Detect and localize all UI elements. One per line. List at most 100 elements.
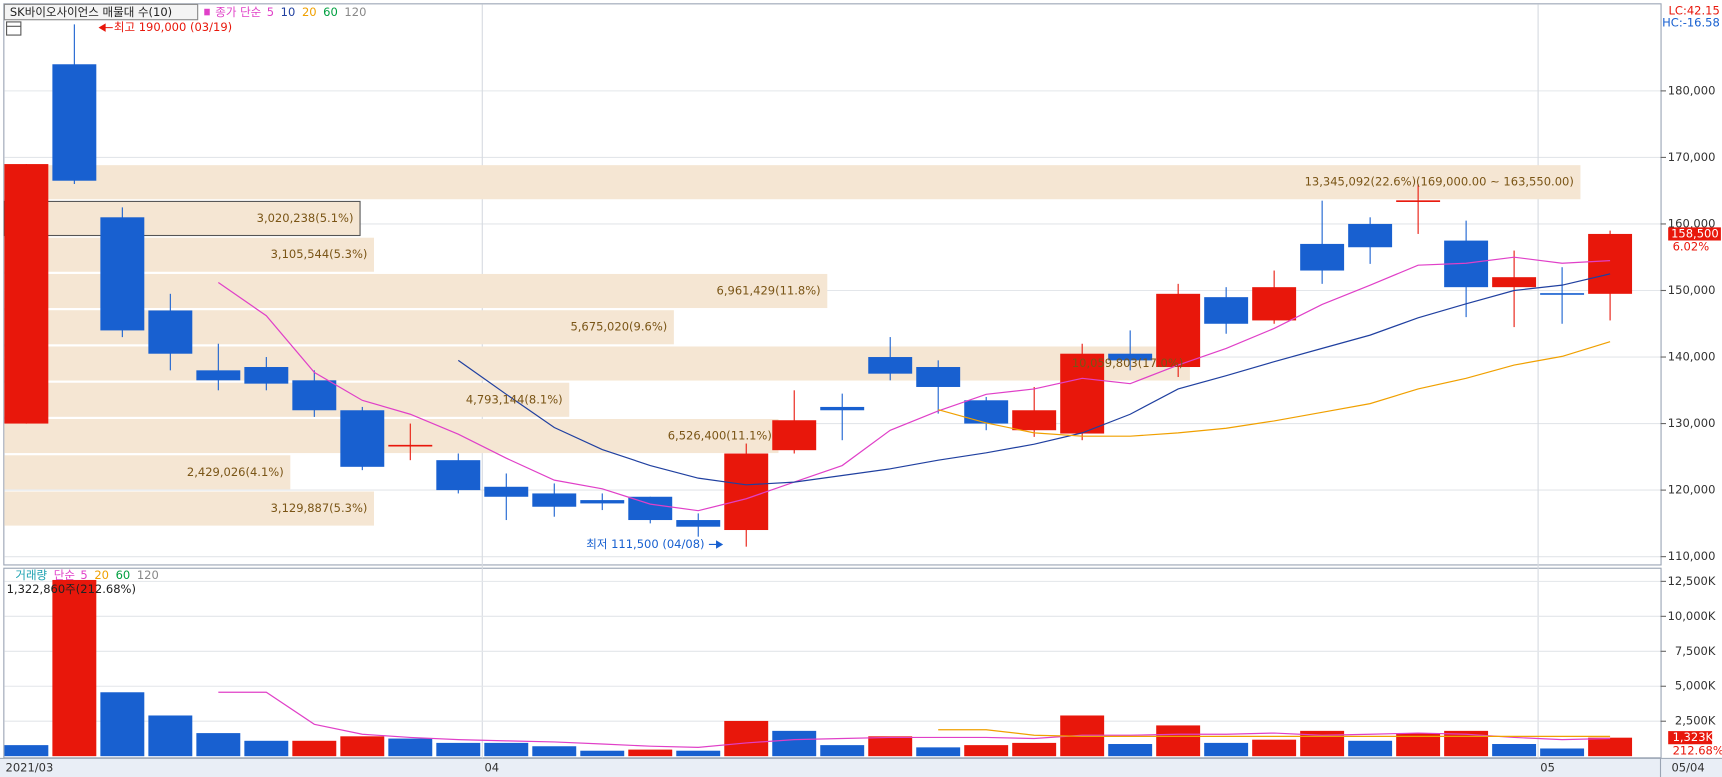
change-label: 6.02%	[1673, 240, 1710, 254]
candle-body	[1588, 233, 1633, 294]
volume-title: 거래량	[15, 568, 47, 582]
candle-body	[1204, 297, 1249, 324]
legend-entry: 120	[137, 568, 159, 582]
candle-body	[868, 357, 913, 374]
candle-body	[1012, 410, 1057, 431]
candle-body	[100, 217, 145, 331]
moving-average-line	[457, 273, 1611, 486]
y-tick-label: 150,000	[1668, 283, 1716, 297]
volume-bar	[1396, 733, 1441, 757]
volume-profile-label: 10,059,803(17.0%)	[1072, 356, 1183, 370]
candle-body	[52, 64, 97, 181]
y-tick-label: 160,000	[1668, 216, 1716, 230]
legend-entry: 120	[344, 5, 366, 19]
y-tick-label: 10,000K	[1668, 609, 1716, 623]
volume-bar	[964, 745, 1009, 757]
legend-entry: 10	[281, 5, 296, 19]
volume-bar	[4, 745, 49, 757]
y-tick-label: 110,000	[1668, 549, 1716, 563]
volume-profile-label: 5,675,020(9.6%)	[570, 320, 667, 334]
y-tick-label: 5,000K	[1675, 679, 1716, 693]
candle-body	[916, 367, 961, 387]
candle-body	[436, 460, 481, 491]
volume-profile-band	[4, 491, 374, 526]
y-tick-label: 120,000	[1668, 483, 1716, 497]
volume-bar	[532, 746, 577, 757]
y-tick-label: 2,500K	[1675, 714, 1716, 728]
candle-body	[1492, 277, 1537, 288]
moving-average-line	[218, 691, 1611, 749]
volume-bar	[1156, 725, 1201, 757]
candle-body	[1252, 287, 1297, 321]
moving-average-line	[217, 256, 1611, 512]
volume-bar	[244, 740, 289, 757]
candle-body	[244, 367, 289, 384]
current-volume-box	[1668, 731, 1713, 745]
moving-average-line	[938, 729, 1611, 737]
volume-bar	[148, 715, 193, 757]
volume-change-label: 212.68%	[1673, 743, 1722, 757]
candle-body	[1396, 200, 1441, 202]
current-price-label: 158,500	[1671, 226, 1719, 240]
x-tick-label: 05	[1540, 761, 1555, 775]
volume-bar	[916, 747, 961, 757]
current-price-box	[1668, 227, 1721, 241]
volume-bar	[772, 730, 817, 757]
volume-profile-label: 3,129,887(5.3%)	[271, 501, 368, 515]
lc-label: LC:42.15	[1669, 3, 1720, 17]
x-tick-label: 04	[484, 761, 499, 775]
y-tick-label: 170,000	[1668, 150, 1716, 164]
volume-bar	[436, 742, 481, 757]
y-tick-label: 130,000	[1668, 416, 1716, 430]
hc-label: HC:-16.58	[1662, 16, 1720, 30]
legend-icon	[204, 8, 210, 16]
candle-body	[532, 493, 577, 507]
candle-body	[676, 520, 721, 527]
moving-average-line	[938, 341, 1611, 437]
legend-title: 종가 단순	[215, 5, 261, 19]
volume-bar	[1252, 739, 1297, 757]
volume-profile-label: 6,961,429(11.8%)	[717, 284, 821, 298]
y-tick-label: 180,000	[1668, 83, 1716, 97]
volume-profile-label: 3,105,544(5.3%)	[271, 247, 368, 261]
volume-profile-band	[4, 382, 570, 417]
x-axis-bar	[0, 758, 1722, 777]
volume-bar	[484, 742, 529, 757]
candle-body	[1348, 223, 1393, 248]
low-arrow	[708, 540, 724, 549]
candle-body	[580, 500, 625, 504]
volume-profile-label: 4,793,144(8.1%)	[466, 392, 563, 406]
x-last-date: 05/04	[1671, 761, 1704, 775]
volume-bar	[1348, 740, 1393, 757]
volume-bar	[340, 736, 385, 757]
candle-body	[724, 453, 769, 531]
title-box	[3, 3, 199, 21]
legend-entry: 5	[267, 5, 274, 19]
candle-body	[4, 164, 49, 424]
candle-body	[1156, 293, 1201, 368]
y-tick-label: 12,500K	[1668, 574, 1716, 588]
volume-bar	[292, 740, 337, 757]
volume-info: 1,322,860주(212.68%)	[7, 582, 136, 596]
volume-bar	[676, 750, 721, 757]
candle-body	[772, 420, 817, 451]
candle-body	[628, 496, 673, 521]
calendar-icon	[6, 21, 22, 36]
volume-bar	[1012, 742, 1057, 757]
volume-bar	[100, 692, 145, 757]
legend-entry: 20	[302, 5, 317, 19]
volume-bar	[1108, 744, 1153, 757]
candle-body	[148, 310, 193, 354]
candle-body	[196, 370, 241, 381]
volume-profile-band	[4, 455, 291, 490]
chart-title: SK바이오사이언스 매물대 수(10)	[10, 5, 172, 19]
volume-profile-label: 2,429,026(4.1%)	[187, 465, 284, 479]
legend-entry: 5	[80, 568, 87, 582]
candle-body	[1060, 353, 1105, 434]
volume-profile-label: 3,020,238(5.1%)	[257, 211, 354, 225]
volume-bar	[628, 749, 673, 757]
current-volume-label: 1,323K	[1673, 730, 1714, 744]
volume-bar	[52, 579, 97, 757]
